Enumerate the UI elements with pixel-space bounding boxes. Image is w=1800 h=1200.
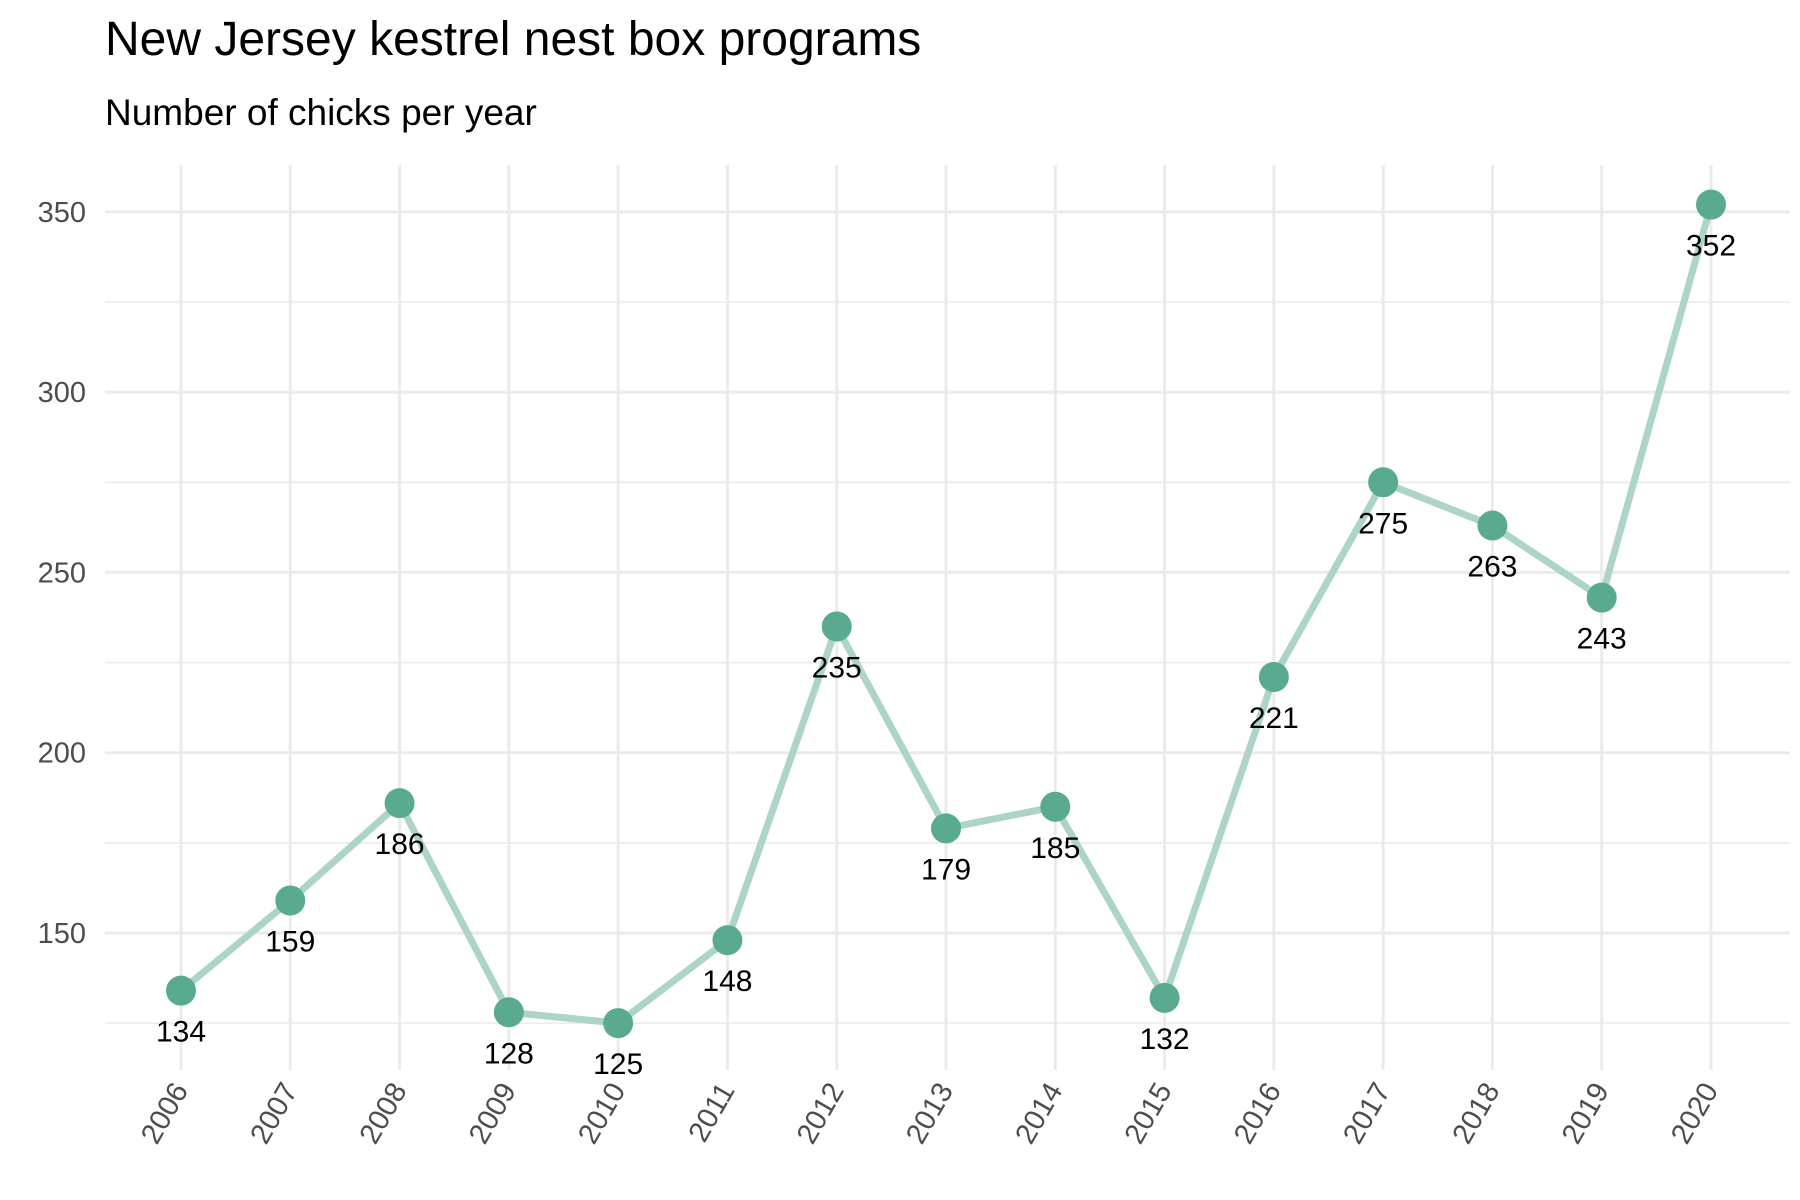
data-label: 221 (1249, 702, 1299, 735)
data-label: 159 (265, 926, 315, 959)
data-label: 179 (921, 853, 971, 886)
x-tick-label: 2011 (683, 1078, 742, 1148)
data-point (166, 975, 196, 1006)
data-point (1040, 791, 1071, 822)
data-label: 235 (812, 652, 862, 685)
data-point (1477, 510, 1508, 541)
data-point (712, 925, 743, 956)
y-tick-label: 250 (38, 557, 86, 589)
y-tick-label: 200 (38, 738, 86, 770)
x-tick-label: 2013 (900, 1078, 960, 1150)
data-label: 275 (1358, 507, 1408, 540)
grid-lines (105, 165, 1790, 1070)
x-tick-label: 2012 (791, 1078, 851, 1150)
data-label: 134 (156, 1016, 206, 1049)
data-point (821, 611, 852, 642)
x-tick-label: 2010 (572, 1078, 632, 1150)
chart-subtitle: Number of chicks per year (105, 92, 537, 133)
data-label: 263 (1467, 551, 1517, 584)
y-tick-label: 350 (38, 197, 86, 229)
data-point (1586, 582, 1617, 613)
x-tick-label: 2007 (244, 1078, 304, 1150)
data-label: 125 (593, 1048, 643, 1081)
data-point (493, 997, 524, 1028)
data-point (1368, 467, 1399, 498)
data-label: 186 (375, 828, 425, 861)
x-tick-label: 2017 (1337, 1078, 1397, 1150)
x-tick-label: 2008 (354, 1078, 414, 1150)
data-point (384, 788, 415, 819)
data-label: 185 (1030, 832, 1080, 865)
y-tick-label: 300 (38, 377, 86, 409)
data-points (166, 189, 1726, 1039)
data-label: 243 (1577, 623, 1627, 656)
data-point (1258, 661, 1289, 692)
data-point (1149, 982, 1180, 1013)
data-label: 132 (1140, 1023, 1190, 1056)
x-tick-label: 2014 (1009, 1078, 1069, 1150)
x-tick-label: 2015 (1119, 1078, 1179, 1150)
data-point (275, 885, 306, 916)
data-label: 148 (702, 965, 752, 998)
x-tick-label: 2018 (1447, 1078, 1507, 1150)
x-tick-label: 2020 (1665, 1078, 1725, 1150)
data-label: 352 (1686, 230, 1736, 263)
data-point (1696, 189, 1726, 220)
data-labels: 134 159 186 128 125 148 235 179 185 132 221 275 263 2… (156, 230, 1736, 1081)
y-axis-ticks: 150 200 250 300 350 (38, 197, 86, 950)
x-tick-label: 2006 (135, 1078, 195, 1150)
x-axis-ticks: 2006 2007 2008 2009 2010 2011 2012 2013 2014 2015… (135, 1078, 1725, 1150)
data-point (603, 1008, 634, 1039)
y-tick-label: 150 (38, 918, 86, 950)
data-point (931, 813, 961, 844)
x-tick-label: 2019 (1556, 1078, 1616, 1150)
x-tick-label: 2009 (463, 1078, 523, 1150)
data-label: 128 (484, 1037, 534, 1070)
x-tick-label: 2016 (1228, 1078, 1288, 1150)
chart-title: New Jersey kestrel nest box programs (105, 13, 922, 66)
